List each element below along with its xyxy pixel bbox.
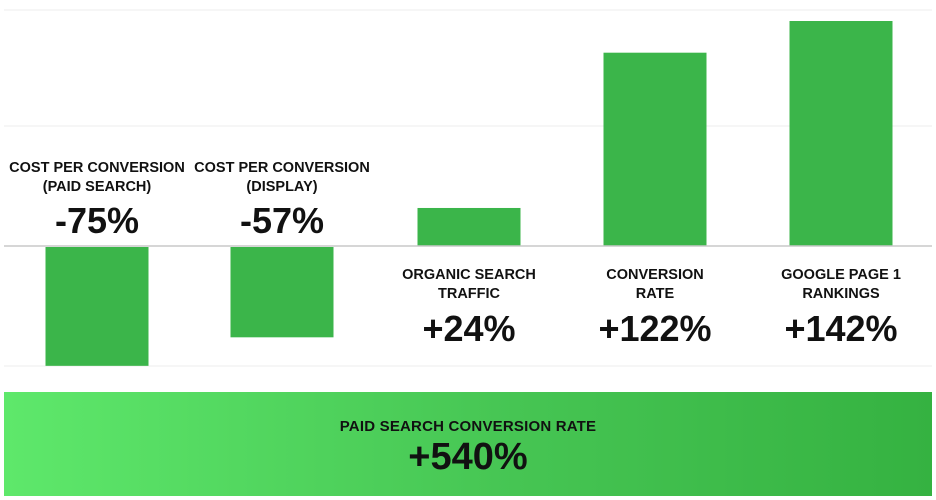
bar-0 [45, 247, 149, 366]
category-label-2-line-2: TRAFFIC [438, 286, 501, 302]
bar-3 [603, 52, 707, 246]
category-label-1-line-1: COST PER CONVERSION [194, 160, 370, 176]
gridlines [4, 9, 932, 367]
value-label-0: -75% [55, 200, 139, 241]
category-label-3-line-2: RATE [636, 286, 675, 302]
labels: COST PER CONVERSION (PAID SEARCH) -75% COST… [9, 160, 901, 349]
bar-4 [789, 21, 893, 246]
banner-title: PAID SEARCH CONVERSION RATE [339, 418, 597, 435]
category-label-3-line-1: CONVERSION [606, 267, 704, 283]
category-label-2-line-1: ORGANIC SEARCH [402, 267, 536, 283]
bar-2 [417, 207, 521, 246]
category-label-0-line-1: COST PER CONVERSION [9, 160, 185, 176]
category-label-4-line-1: GOOGLE PAGE 1 [781, 267, 901, 283]
bars [45, 21, 893, 366]
category-label-4-line-2: RANKINGS [802, 286, 880, 302]
bar-chart: COST PER CONVERSION (PAID SEARCH) -75% COST… [4, 9, 932, 367]
banner-value: +540% [408, 436, 528, 478]
bar-1 [230, 247, 334, 338]
value-label-4: +142% [784, 308, 897, 349]
value-label-2: +24% [422, 308, 515, 349]
value-label-1: -57% [240, 200, 324, 241]
category-label-0-line-2: (PAID SEARCH) [43, 179, 152, 195]
value-label-3: +122% [598, 308, 711, 349]
category-label-1-line-2: (DISPLAY) [246, 179, 317, 195]
highlight-banner: PAID SEARCH CONVERSION RATE +540% [4, 392, 932, 496]
